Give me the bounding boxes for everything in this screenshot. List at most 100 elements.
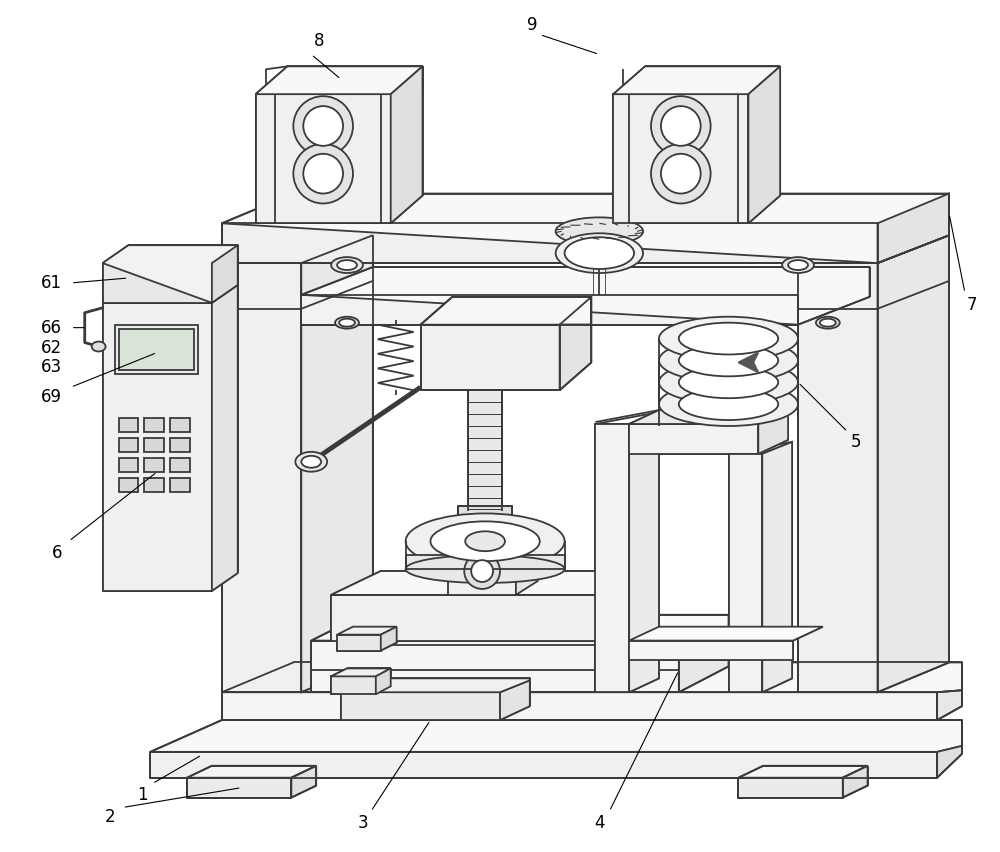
Polygon shape <box>613 66 780 95</box>
Polygon shape <box>738 766 868 778</box>
Ellipse shape <box>303 106 343 146</box>
Polygon shape <box>629 627 823 641</box>
Polygon shape <box>729 454 762 693</box>
Text: 61: 61 <box>40 274 62 292</box>
Ellipse shape <box>565 237 634 269</box>
Ellipse shape <box>293 96 353 156</box>
Text: 9: 9 <box>527 15 537 33</box>
Ellipse shape <box>659 338 798 383</box>
Polygon shape <box>448 550 516 595</box>
Ellipse shape <box>679 344 778 377</box>
Polygon shape <box>256 66 423 95</box>
Ellipse shape <box>301 456 321 468</box>
Text: 1: 1 <box>137 786 148 803</box>
Polygon shape <box>222 263 301 693</box>
Polygon shape <box>391 66 423 223</box>
Ellipse shape <box>556 217 643 245</box>
Polygon shape <box>222 663 962 693</box>
Polygon shape <box>878 235 949 693</box>
Polygon shape <box>381 627 397 651</box>
Polygon shape <box>376 669 391 694</box>
Polygon shape <box>500 681 530 720</box>
Polygon shape <box>301 235 373 693</box>
Polygon shape <box>222 223 878 263</box>
Polygon shape <box>448 535 538 550</box>
Ellipse shape <box>335 317 359 329</box>
Ellipse shape <box>465 532 505 551</box>
Polygon shape <box>119 458 138 472</box>
Polygon shape <box>629 412 659 693</box>
Ellipse shape <box>92 342 106 352</box>
Ellipse shape <box>556 233 643 273</box>
Polygon shape <box>331 595 599 641</box>
Polygon shape <box>937 690 962 720</box>
Polygon shape <box>222 693 937 720</box>
Ellipse shape <box>782 257 814 273</box>
Polygon shape <box>758 410 788 454</box>
Ellipse shape <box>679 323 778 354</box>
Polygon shape <box>170 418 190 432</box>
Ellipse shape <box>661 106 701 146</box>
Polygon shape <box>629 641 793 660</box>
Polygon shape <box>103 245 238 302</box>
Ellipse shape <box>406 556 565 583</box>
Polygon shape <box>170 478 190 492</box>
Polygon shape <box>560 325 591 390</box>
Ellipse shape <box>303 154 343 193</box>
Ellipse shape <box>659 383 798 426</box>
Ellipse shape <box>820 319 836 326</box>
Text: 3: 3 <box>358 815 368 832</box>
Polygon shape <box>599 571 649 641</box>
Ellipse shape <box>464 553 500 589</box>
Polygon shape <box>762 442 792 693</box>
Polygon shape <box>937 746 962 778</box>
Ellipse shape <box>659 317 798 360</box>
Ellipse shape <box>679 366 778 398</box>
Polygon shape <box>119 478 138 492</box>
Polygon shape <box>629 410 788 424</box>
Polygon shape <box>103 302 212 591</box>
Polygon shape <box>222 193 949 263</box>
Ellipse shape <box>295 452 327 472</box>
Polygon shape <box>291 766 316 797</box>
Polygon shape <box>337 627 397 635</box>
Polygon shape <box>170 458 190 472</box>
Ellipse shape <box>337 260 357 270</box>
Polygon shape <box>331 676 376 694</box>
Polygon shape <box>341 678 530 693</box>
Text: 69: 69 <box>40 389 61 406</box>
Ellipse shape <box>816 317 840 329</box>
Text: 62: 62 <box>40 338 62 356</box>
Polygon shape <box>337 635 381 651</box>
Polygon shape <box>212 245 238 302</box>
Polygon shape <box>406 556 565 569</box>
Polygon shape <box>119 329 194 371</box>
Ellipse shape <box>406 514 565 569</box>
Polygon shape <box>341 693 500 720</box>
Polygon shape <box>878 193 949 263</box>
Polygon shape <box>144 418 164 432</box>
Polygon shape <box>595 424 629 693</box>
Ellipse shape <box>651 144 711 204</box>
Polygon shape <box>738 353 758 372</box>
Ellipse shape <box>788 260 808 270</box>
Text: 7: 7 <box>967 296 977 314</box>
Ellipse shape <box>331 257 363 273</box>
Ellipse shape <box>471 560 493 582</box>
Polygon shape <box>187 778 291 797</box>
Ellipse shape <box>659 360 798 404</box>
Polygon shape <box>843 766 868 797</box>
Text: 6: 6 <box>52 544 62 562</box>
Ellipse shape <box>679 389 778 420</box>
Ellipse shape <box>651 96 711 156</box>
Polygon shape <box>331 669 391 676</box>
Polygon shape <box>458 506 512 521</box>
Polygon shape <box>311 641 679 693</box>
Polygon shape <box>679 641 729 693</box>
Polygon shape <box>119 418 138 432</box>
Text: 63: 63 <box>40 359 62 377</box>
Polygon shape <box>103 263 212 302</box>
Polygon shape <box>144 478 164 492</box>
Ellipse shape <box>293 144 353 204</box>
Polygon shape <box>331 571 649 595</box>
